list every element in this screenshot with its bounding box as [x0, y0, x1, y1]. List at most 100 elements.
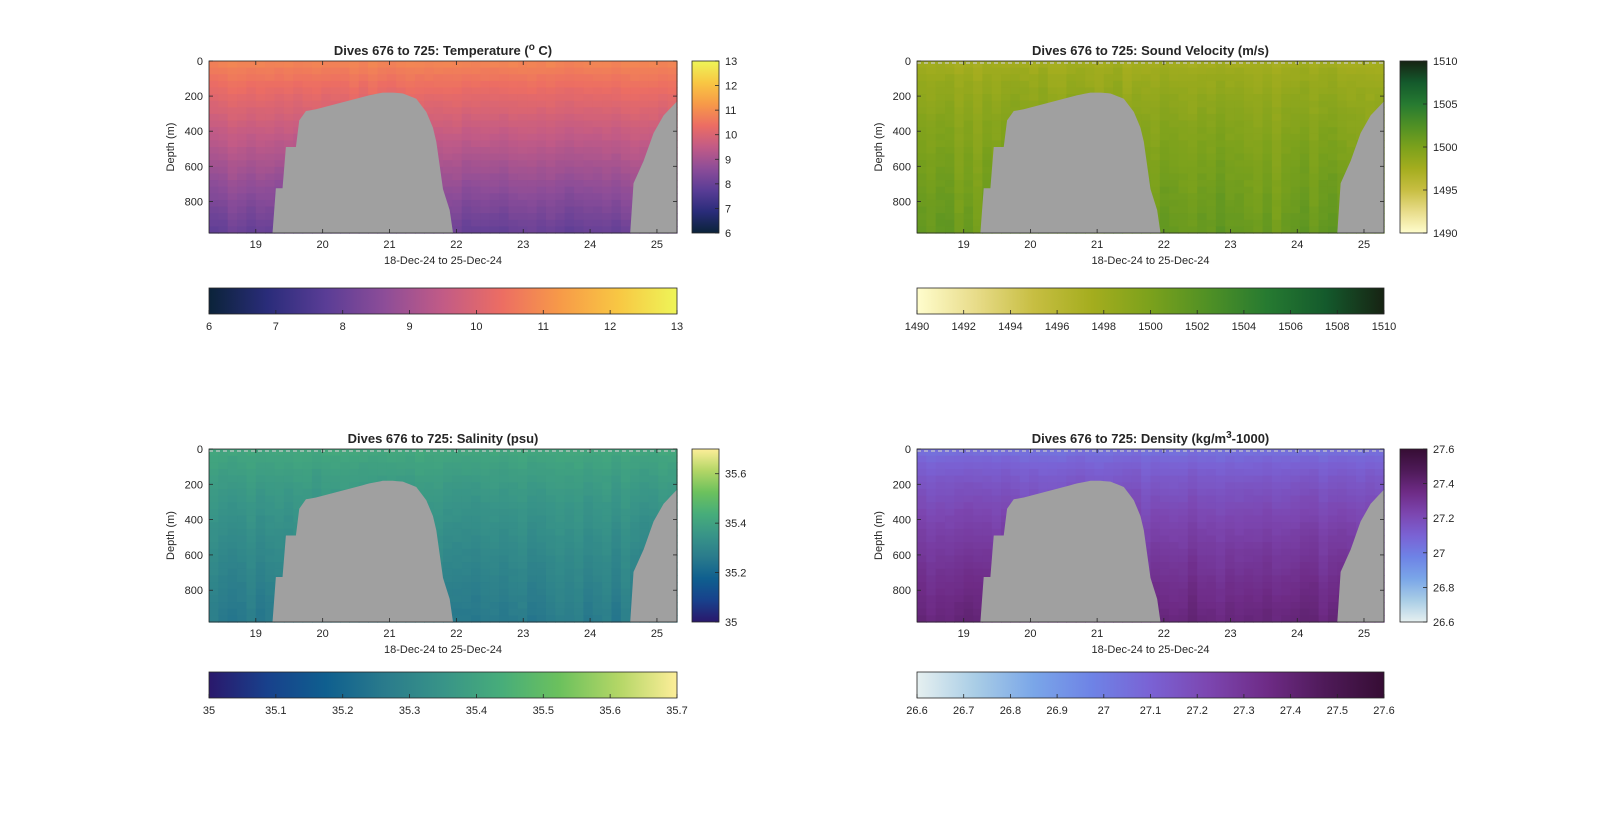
- heatmap-cell: [1243, 180, 1254, 188]
- heatmap-cell: [508, 206, 519, 214]
- heatmap-cell: [274, 173, 285, 181]
- heatmap-cell: [1066, 74, 1077, 82]
- heatmap-cell: [499, 522, 510, 530]
- heatmap-cell: [1187, 535, 1198, 543]
- heatmap-cell: [1271, 67, 1282, 75]
- heatmap-cell: [471, 548, 482, 557]
- heatmap-cell: [926, 462, 937, 470]
- heatmap-cell: [1113, 468, 1124, 477]
- heatmap-cell: [1187, 615, 1198, 623]
- heatmap-cell: [480, 462, 491, 470]
- heatmap-cell: [1169, 180, 1180, 188]
- heatmap-cell: [1113, 462, 1124, 470]
- heatmap-cell: [973, 147, 983, 155]
- heatmap-cell: [555, 153, 566, 161]
- heatmap-cell: [499, 67, 510, 75]
- heatmap-cell: [499, 528, 510, 537]
- heatmap-cell: [917, 535, 927, 543]
- heatmap-cell: [471, 166, 482, 175]
- heatmap-cell: [574, 226, 584, 234]
- heatmap-cell: [611, 80, 622, 89]
- heatmap-cell: [1010, 80, 1021, 89]
- heatmap-cell: [1001, 107, 1011, 115]
- heatmap-cell: [648, 495, 659, 503]
- heatmap-cell: [1029, 488, 1040, 497]
- heatmap-cell: [1001, 87, 1011, 95]
- heatmap-cell: [461, 147, 472, 155]
- heatmap-cell: [274, 67, 285, 75]
- heatmap-cell: [283, 113, 294, 122]
- heatmap-cell: [602, 147, 613, 155]
- heatmap-cell: [945, 535, 955, 543]
- heatmap-cell: [583, 515, 594, 523]
- heatmap-cell: [545, 94, 556, 102]
- heatmap-cell: [1169, 615, 1180, 623]
- heatmap-cell: [1150, 555, 1161, 563]
- heatmap-cell: [1318, 213, 1329, 221]
- heatmap-cell: [583, 94, 594, 102]
- heatmap-cell: [527, 193, 538, 201]
- heatmap-cell: [1047, 80, 1058, 89]
- heatmap-cell: [377, 475, 388, 483]
- heatmap-cell: [592, 219, 603, 227]
- heatmap-cell: [1075, 455, 1086, 463]
- heatmap-cell: [237, 186, 248, 194]
- heatmap-cell: [480, 226, 491, 234]
- heatmap-cell: [536, 449, 547, 457]
- heatmap-cell: [945, 206, 955, 214]
- heatmap-cell: [592, 160, 603, 168]
- heatmap-cell: [517, 595, 528, 603]
- heatmap-cell: [1374, 80, 1385, 89]
- heatmap-cell: [1178, 113, 1189, 122]
- heatmap-cell: [1178, 213, 1189, 221]
- heatmap-cell: [209, 173, 219, 181]
- heatmap-cell: [527, 173, 538, 181]
- heatmap-cell: [265, 555, 276, 563]
- heatmap-cell: [963, 515, 974, 523]
- heatmap-cell: [630, 74, 641, 82]
- heatmap-cell: [1169, 582, 1180, 590]
- heatmap-cell: [1197, 80, 1208, 89]
- heatmap-cell: [630, 173, 641, 181]
- heatmap-cell: [1159, 67, 1170, 75]
- heatmap-cell: [1150, 180, 1161, 188]
- heatmap-cell: [1187, 147, 1198, 155]
- heatmap-cell: [489, 462, 500, 470]
- heatmap-cell: [517, 462, 528, 470]
- heatmap-cell: [917, 87, 927, 95]
- heatmap-cell: [433, 107, 444, 115]
- heatmap-cell: [265, 120, 276, 128]
- heatmap-cell: [1234, 133, 1245, 141]
- heatmap-cell: [973, 615, 983, 623]
- heatmap-cell: [527, 595, 538, 603]
- heatmap-cell: [574, 542, 584, 550]
- heatmap-cell: [1169, 542, 1180, 550]
- heatmap-cell: [209, 87, 219, 95]
- heatmap-cell: [433, 74, 444, 82]
- heatmap-cell: [1122, 482, 1133, 490]
- heatmap-cell: [1141, 522, 1152, 530]
- heatmap-cell: [574, 615, 584, 623]
- heatmap-cell: [555, 193, 566, 201]
- heatmap-cell: [396, 462, 407, 470]
- heatmap-cell: [461, 562, 472, 570]
- heatmap-cell: [246, 153, 257, 161]
- heatmap-cell: [1197, 502, 1208, 510]
- heatmap-cell: [443, 488, 453, 497]
- heatmap-cell: [1159, 206, 1170, 214]
- heatmap-cell: [1234, 120, 1245, 128]
- heatmap-cell: [489, 87, 500, 95]
- heatmap-cell: [963, 180, 974, 188]
- heatmap-cell: [583, 153, 594, 161]
- heatmap-cell: [227, 160, 238, 168]
- heatmap-cell: [935, 140, 946, 148]
- heatmap-cell: [255, 508, 266, 517]
- heatmap-cell: [1309, 120, 1320, 128]
- heatmap-cell: [1327, 107, 1338, 115]
- heatmap-cell: [1187, 213, 1198, 221]
- heatmap-cell: [274, 562, 285, 570]
- heatmap-cell: [945, 522, 955, 530]
- heatmap-cell: [935, 173, 946, 181]
- heatmap-cell: [1262, 100, 1273, 108]
- heatmap-cell: [433, 482, 444, 490]
